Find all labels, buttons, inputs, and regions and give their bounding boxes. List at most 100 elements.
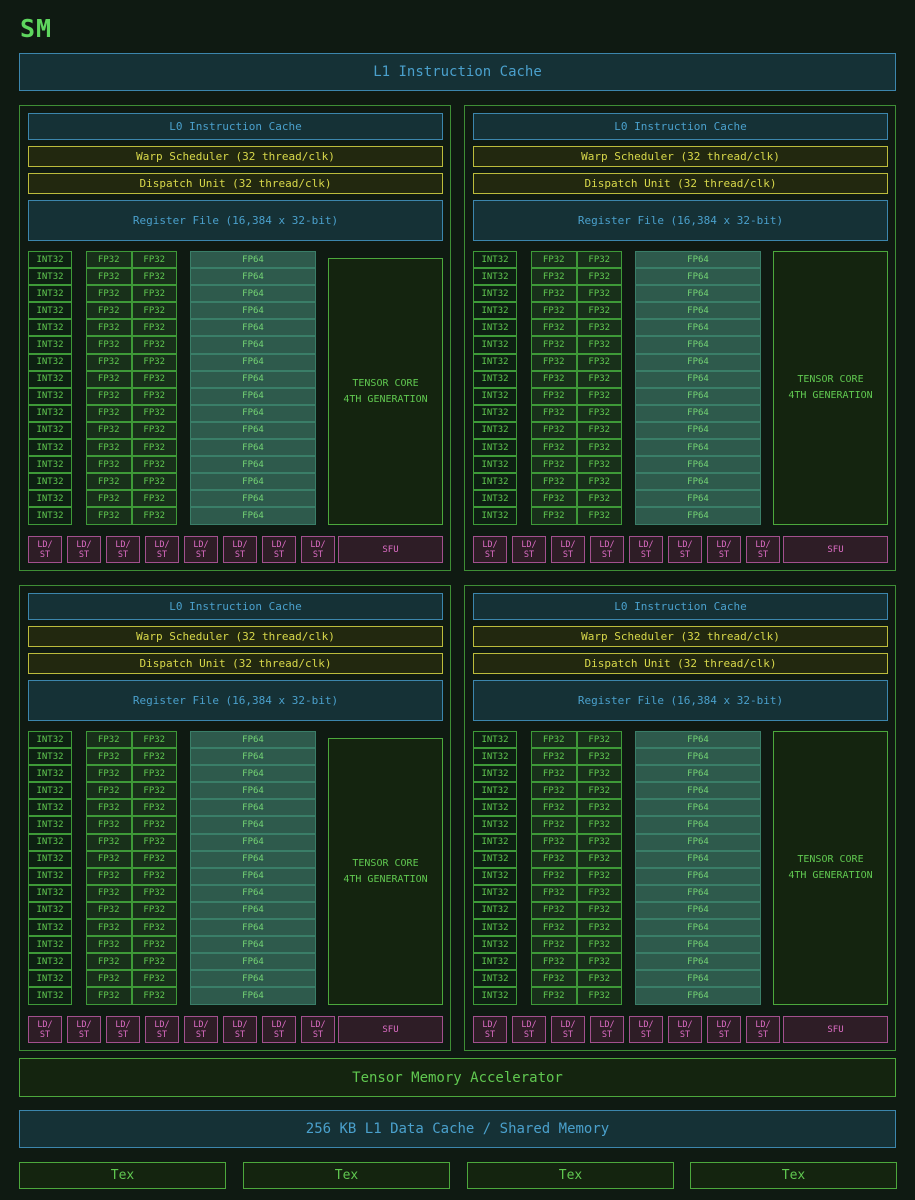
fp64-unit: FP64 <box>190 302 316 320</box>
ld-st-label-top: LD/ <box>638 539 654 550</box>
ld-st-label-top: LD/ <box>716 539 732 550</box>
fp32-unit: FP32 <box>86 901 132 920</box>
ld-st-label-top: LD/ <box>76 539 92 550</box>
fp32-row: FP32 FP32 <box>86 336 177 354</box>
fp64-unit: FP64 <box>190 319 316 337</box>
fp32-unit: FP32 <box>86 731 132 749</box>
fp32-unit: FP32 <box>531 251 577 269</box>
fp32-unit: FP32 <box>576 884 622 902</box>
int32-column: INT32 INT32 INT32 INT32 INT32 INT32 INT32 INT32… <box>28 731 72 1005</box>
fp32-row: FP32 FP32 <box>531 884 622 902</box>
fp64-unit: FP64 <box>635 782 761 800</box>
fp64-unit: FP64 <box>190 370 316 388</box>
int32-unit: INT32 <box>473 884 517 902</box>
ld-st-label-top: LD/ <box>755 539 771 550</box>
sfu-unit: SFU <box>338 536 443 563</box>
ld-st-label-bottom: ST <box>312 549 324 560</box>
fp32-unit: FP32 <box>576 507 622 525</box>
ld-st-label-bottom: ST <box>718 1029 730 1040</box>
int32-unit: INT32 <box>473 507 517 525</box>
l1-data-cache: 256 KB L1 Data Cache / Shared Memory <box>19 1110 896 1148</box>
fp32-unit: FP32 <box>86 353 132 371</box>
fp32-column: FP32 FP32 FP32 FP32 FP32 FP32 FP32 FP32 FP32 FP32… <box>86 251 177 525</box>
fp64-unit: FP64 <box>635 833 761 851</box>
fp32-unit: FP32 <box>531 404 577 422</box>
fp32-unit: FP32 <box>86 473 132 491</box>
int32-unit: INT32 <box>473 336 517 354</box>
ld-st-label-bottom: ST <box>234 1029 246 1040</box>
int32-unit: INT32 <box>473 490 517 508</box>
processing-block-3: L0 Instruction Cache Warp Scheduler (32 t… <box>19 585 451 1051</box>
int32-unit: INT32 <box>28 370 72 388</box>
fp32-row: FP32 FP32 <box>86 936 177 954</box>
ld-st-label-top: LD/ <box>482 539 498 550</box>
fp32-unit: FP32 <box>86 782 132 800</box>
fp64-unit: FP64 <box>190 867 316 885</box>
ld-st-label-top: LD/ <box>154 1019 170 1030</box>
ld-st-label-top: LD/ <box>154 539 170 550</box>
ld-st-label-top: LD/ <box>638 1019 654 1030</box>
ld-st-label-bottom: ST <box>273 549 285 560</box>
fp32-unit: FP32 <box>576 456 622 474</box>
fp32-unit: FP32 <box>531 319 577 337</box>
fp32-unit: FP32 <box>531 731 577 749</box>
fp32-row: FP32 FP32 <box>531 901 622 920</box>
fp32-row: FP32 FP32 <box>86 782 177 800</box>
l0-instruction-cache: L0 Instruction Cache <box>473 113 888 140</box>
processing-block-4: L0 Instruction Cache Warp Scheduler (32 t… <box>464 585 896 1051</box>
ld-st-label-bottom: ST <box>195 549 207 560</box>
fp32-unit: FP32 <box>86 987 132 1005</box>
ld-st-label-top: LD/ <box>232 1019 248 1030</box>
fp32-row: FP32 FP32 <box>531 336 622 354</box>
ld-st-label-bottom: ST <box>757 549 769 560</box>
int32-unit: INT32 <box>473 731 517 749</box>
fp32-unit: FP32 <box>576 799 622 817</box>
fp32-unit: FP32 <box>131 404 177 422</box>
fp32-unit: FP32 <box>531 456 577 474</box>
int32-unit: INT32 <box>28 731 72 749</box>
int32-unit: INT32 <box>473 936 517 954</box>
tensor-core-label: TENSOR CORE <box>352 377 419 389</box>
int32-column: INT32 INT32 INT32 INT32 INT32 INT32 INT32 INT32… <box>473 251 517 525</box>
fp32-unit: FP32 <box>131 456 177 474</box>
int32-unit: INT32 <box>473 782 517 800</box>
fp64-unit: FP64 <box>635 251 761 269</box>
fp32-unit: FP32 <box>131 748 177 766</box>
fp64-unit: FP64 <box>635 353 761 371</box>
ld-st-unit: LD/ST <box>551 536 585 563</box>
fp32-unit: FP32 <box>576 370 622 388</box>
dispatch-unit: Dispatch Unit (32 thread/clk) <box>473 653 888 674</box>
fp64-unit: FP64 <box>190 439 316 457</box>
fp64-unit: FP64 <box>635 336 761 354</box>
ld-st-unit: LD/ST <box>262 536 296 563</box>
tex-unit-3: Tex <box>467 1162 674 1189</box>
ld-st-label-top: LD/ <box>560 539 576 550</box>
fp32-row: FP32 FP32 <box>86 251 177 269</box>
int32-unit: INT32 <box>473 473 517 491</box>
int32-unit: INT32 <box>28 507 72 525</box>
fp32-row: FP32 FP32 <box>86 439 177 457</box>
int32-unit: INT32 <box>473 867 517 885</box>
l0-instruction-cache: L0 Instruction Cache <box>28 113 443 140</box>
fp32-unit: FP32 <box>531 336 577 354</box>
fp32-row: FP32 FP32 <box>531 353 622 371</box>
ld-st-label-top: LD/ <box>521 1019 537 1030</box>
fp32-row: FP32 FP32 <box>86 353 177 371</box>
fp32-unit: FP32 <box>131 901 177 920</box>
fp32-unit: FP32 <box>576 336 622 354</box>
fp64-unit: FP64 <box>635 748 761 766</box>
fp32-unit: FP32 <box>86 251 132 269</box>
ld-st-label-top: LD/ <box>37 539 53 550</box>
fp64-unit: FP64 <box>190 336 316 354</box>
fp32-row: FP32 FP32 <box>86 816 177 834</box>
fp64-unit: FP64 <box>635 473 761 491</box>
fp32-row: FP32 FP32 <box>531 799 622 817</box>
fp32-unit: FP32 <box>531 353 577 371</box>
ld-st-unit: LD/ST <box>668 536 702 563</box>
fp32-unit: FP32 <box>86 748 132 766</box>
fp32-row: FP32 FP32 <box>531 439 622 457</box>
fp64-unit: FP64 <box>190 507 316 525</box>
int32-unit: INT32 <box>28 302 72 320</box>
fp64-unit: FP64 <box>635 268 761 286</box>
fp32-row: FP32 FP32 <box>531 987 622 1005</box>
